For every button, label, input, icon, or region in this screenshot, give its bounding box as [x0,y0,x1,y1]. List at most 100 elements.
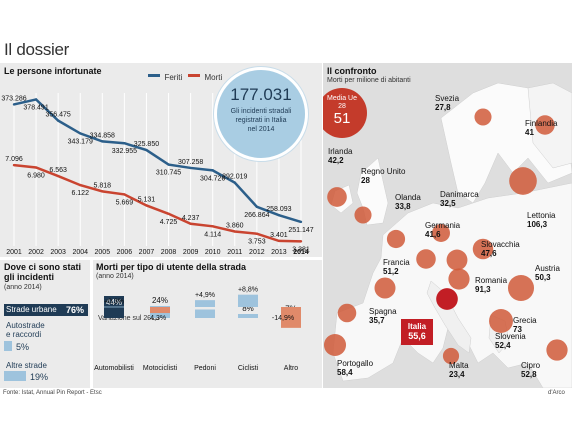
country-name: Svezia [435,94,460,103]
country-value: 33,8 [395,202,411,211]
x-tick-label: 2012 [249,249,265,256]
country-value: 23,4 [449,370,465,379]
callout-text: Gli incidenti stradali registrati in Ita… [217,107,305,134]
country-name: Irlanda [328,147,353,156]
country-name: Lettonia [527,211,556,220]
data-label: 325.850 [134,141,159,148]
share-bar [238,314,258,318]
data-label: 251.147 [288,227,313,234]
country-value: 91,3 [475,285,491,294]
country-value: 32,5 [440,199,456,208]
data-label: 307.258 [178,159,203,166]
map-label-austria: Austria 50,3 [535,264,560,282]
left-panel: Le persone infortunate Feriti Morti 373.… [0,63,322,388]
x-tick-label: 2001 [6,249,22,256]
x-tick-label: 2014 [293,249,309,256]
x-tick-label: 2006 [117,249,133,256]
x-tick-label: 2011 [227,249,242,256]
country-value: 51,2 [383,267,399,276]
italy-name: Italia [407,322,427,331]
category-label: Ciclisti [238,365,259,372]
where-row-urban-pct: 76% [66,305,85,315]
map-panel: Il confronto Morti per milione di abitan… [323,63,572,388]
data-point [145,148,148,152]
italy-highlight-box: Italia 55,6 [401,319,433,345]
value-circle-grecia [489,309,513,333]
value-circle-cipro [546,339,568,361]
data-label: 258.093 [266,206,291,213]
country-value: 52,4 [495,341,511,350]
map-label-malta: Malta 23,4 [449,361,469,379]
data-point [167,212,170,215]
country-value: 52,8 [521,370,537,379]
variation-bar [104,306,124,308]
value-circle-malta [442,347,460,365]
data-label: 304.720 [200,175,225,182]
value-circle-irlanda [327,187,347,207]
data-point [189,166,192,170]
data-point [101,140,104,143]
data-point [233,230,236,233]
data-point [79,132,82,135]
value-circle-olanda [386,229,406,249]
value-circle-spagna [337,303,357,323]
map-label-portogallo: Portogallo 58,4 [337,359,373,377]
variation-label: -14,9% [272,315,294,322]
country-name: Spagna [369,307,397,316]
data-label: 7.096 [5,156,23,163]
map-label-cipro: Cipro 52,8 [521,361,540,379]
data-label: 3.753 [248,239,266,246]
map-label-danimarca: Danimarca 32,5 [440,190,479,208]
map-label-olanda: Olanda 33,8 [395,193,421,211]
data-point [123,193,126,196]
map-label-romania: Romania 91,3 [475,276,507,294]
country-name: Finlandia [525,119,558,128]
value-circle-slovacchia [472,238,494,260]
where-row-highway-bar [4,341,12,351]
legend-feriti: Feriti [148,67,182,85]
where-title: Dove ci sono stati gli incidenti [4,262,82,282]
data-label: 3.401 [270,232,288,239]
x-tick-label: 2003 [50,249,66,256]
data-point [101,190,104,193]
country-name: Slovacchia [481,240,520,249]
data-point [233,181,236,184]
dossier-title: Il dossier [4,40,70,59]
where-row-urban-label: Strade urbane [6,305,57,314]
value-circle-italia [436,288,458,310]
variation-label: +8,8% [238,287,258,294]
x-tick-label: 2005 [95,249,111,256]
callout-circle: 177.031 Gli incidenti stradali registrat… [214,67,308,161]
map-label-svezia: Svezia 27,8 [435,94,459,112]
legend-feriti-swatch [148,74,160,78]
x-tick-label: 2002 [28,249,44,256]
data-label: 310.745 [156,170,181,177]
share-label: 8% [242,304,254,313]
data-label: 3.860 [226,223,244,230]
value-circle-austria [446,249,468,271]
value-circle-svezia [474,108,492,126]
data-point [79,183,82,187]
data-label: 332.955 [112,148,137,155]
country-name: Portogallo [337,359,374,368]
data-point [299,220,303,224]
data-label: 5.669 [116,199,134,206]
country-value: 73 [513,325,522,334]
where-row-other-bar [4,371,26,381]
variation-label: +0,3% [104,299,124,306]
map-label-slovenia: Slovenia 52,4 [495,332,526,350]
where-row-other-label: Altre strade [6,361,47,370]
data-point [56,174,60,178]
data-label: 5.131 [138,196,156,203]
x-tick-label: 2007 [139,249,155,256]
data-point [299,240,303,243]
data-label: 3.381 [292,246,310,253]
value-circle-danimarca [432,224,450,242]
country-value: 28 [361,176,370,185]
line-chart-title: Le persone infortunate [4,66,102,76]
legend-morti-label: Morti [204,73,223,82]
country-name: Olanda [395,193,421,202]
where-row-highway-label: Autostrade e raccordi [6,321,45,339]
variation-bar [195,300,215,307]
country-name: Austria [535,264,560,273]
